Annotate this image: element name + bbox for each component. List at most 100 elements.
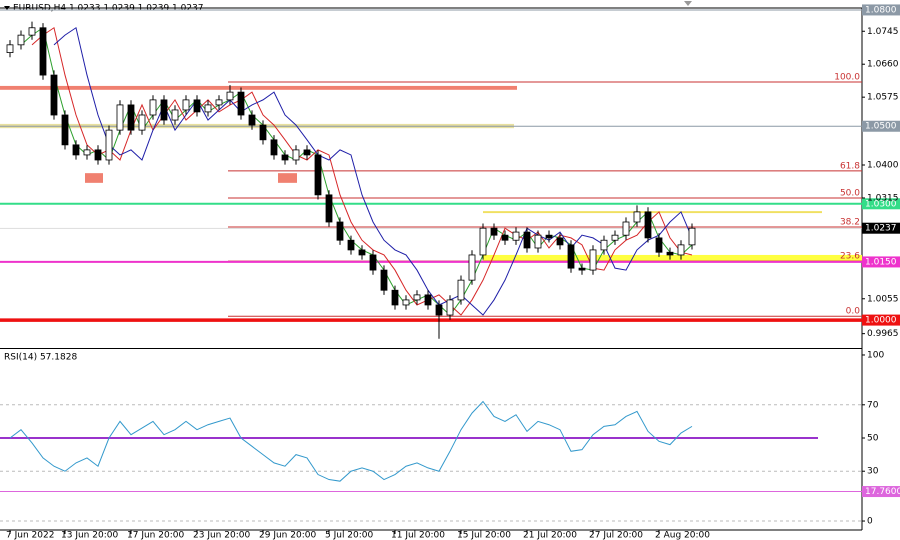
candle-body [314,154,322,196]
chart-title: EURUSD,H4 1.0233 1.0239 1.0239 1.0237 [13,4,204,14]
level-label: 1.0000 [865,316,897,326]
candle-body [391,289,399,306]
candle-body [402,299,410,306]
candle-body [171,109,179,121]
fib-label: 0.0 [846,307,861,317]
y-tick-label: 1.0575 [867,93,899,103]
x-tick-label: 5 Jul 20:00 [325,531,374,540]
x-tick-label: 7 Jun 2022 [6,531,54,540]
candle-body [578,267,586,271]
y-tick-label: 50 [867,434,879,444]
candle-body [94,149,102,161]
y-tick-label: 30 [867,467,879,477]
candle-body [325,194,333,223]
candle-body [138,114,146,131]
x-tick-label: 27 Jul 20:00 [589,531,643,540]
zone [85,173,103,183]
moving-average [31,26,693,316]
candle-body [248,114,256,126]
candle-body [413,294,421,301]
candle-body [523,231,531,249]
level-label-box [862,222,900,234]
candle-body [589,249,597,271]
zone [278,173,297,183]
x-tick-label: 11 Jul 20:00 [391,531,445,540]
candle-body [72,144,80,156]
candle-body [677,244,685,256]
candle-body [182,99,190,111]
zone [483,254,862,262]
level-label-box [862,4,900,16]
x-tick-label: 13 Jun 20:00 [61,531,118,540]
x-tick-label: 23 Jun 20:00 [193,531,250,540]
level-label-box [862,314,900,326]
fib-label: 61.8 [840,161,860,171]
candle-body [83,149,91,156]
x-tick-label: 21 Jul 20:00 [523,531,577,540]
x-tick-label: 15 Jul 20:00 [457,531,511,540]
zone [483,211,822,214]
fib-label: 100.0 [834,73,860,83]
y-tick-label: 70 [867,400,879,410]
candle-body [655,237,663,253]
candle-body [116,104,124,131]
x-tick-label: 2 Aug 20:00 [655,531,710,540]
y-tick-label: 100 [867,350,884,360]
fib-label: 38.2 [840,218,860,228]
candle-body [468,254,476,281]
candle-body [358,249,366,256]
candle-body [666,251,674,256]
moving-average [53,26,693,316]
candle-body [50,74,58,116]
candle-body [237,91,245,116]
scroll-marker [684,1,692,6]
candle-body [193,99,201,113]
y-tick-label: 1.0315 [867,193,899,203]
candle-body [28,27,36,36]
candle-body [347,239,355,251]
level-label-box [862,486,900,498]
candle-body [600,239,608,251]
rsi-title: RSI(14) 57.1828 [4,353,77,363]
candle-body [281,154,289,161]
y-tick-label: 1.0055 [867,294,899,304]
candle-body [127,104,135,131]
level-label: 1.0150 [865,257,897,267]
candle-body [446,299,454,316]
candle-body [160,99,168,121]
y-tick-label: 0.9965 [867,329,899,339]
candle-body [336,221,344,241]
candle-body [39,27,47,76]
candle-body [644,211,652,239]
candle-body [512,231,520,241]
level-label: 1.0237 [865,224,897,234]
candle-body [424,294,432,306]
candle-body [457,279,465,301]
candle-body [105,129,113,161]
level-label-box [862,198,900,210]
candle-body [259,124,267,141]
candle-body [622,221,630,236]
level-label-box [862,256,900,268]
level-label: 17.7600 [865,487,900,497]
candle-body [490,227,498,236]
x-tick-label: 17 Jun 20:00 [127,531,184,540]
candle-body [435,304,443,316]
candle-body [149,99,157,116]
zone [0,85,517,90]
x-tick-label: 29 Jun 20:00 [259,531,316,540]
candle-body [215,99,223,106]
fib-label: 23.6 [840,252,860,262]
candle-body [270,139,278,156]
y-tick-label: 1.0745 [867,27,899,37]
candle-body [633,211,641,223]
candle-body [226,91,234,101]
candle-body [545,234,553,239]
y-tick-label: 0 [867,517,873,527]
y-tick-label: 1.0660 [867,60,899,70]
candle-body [369,254,377,271]
candle-body [534,234,542,249]
candle-body [688,227,696,246]
